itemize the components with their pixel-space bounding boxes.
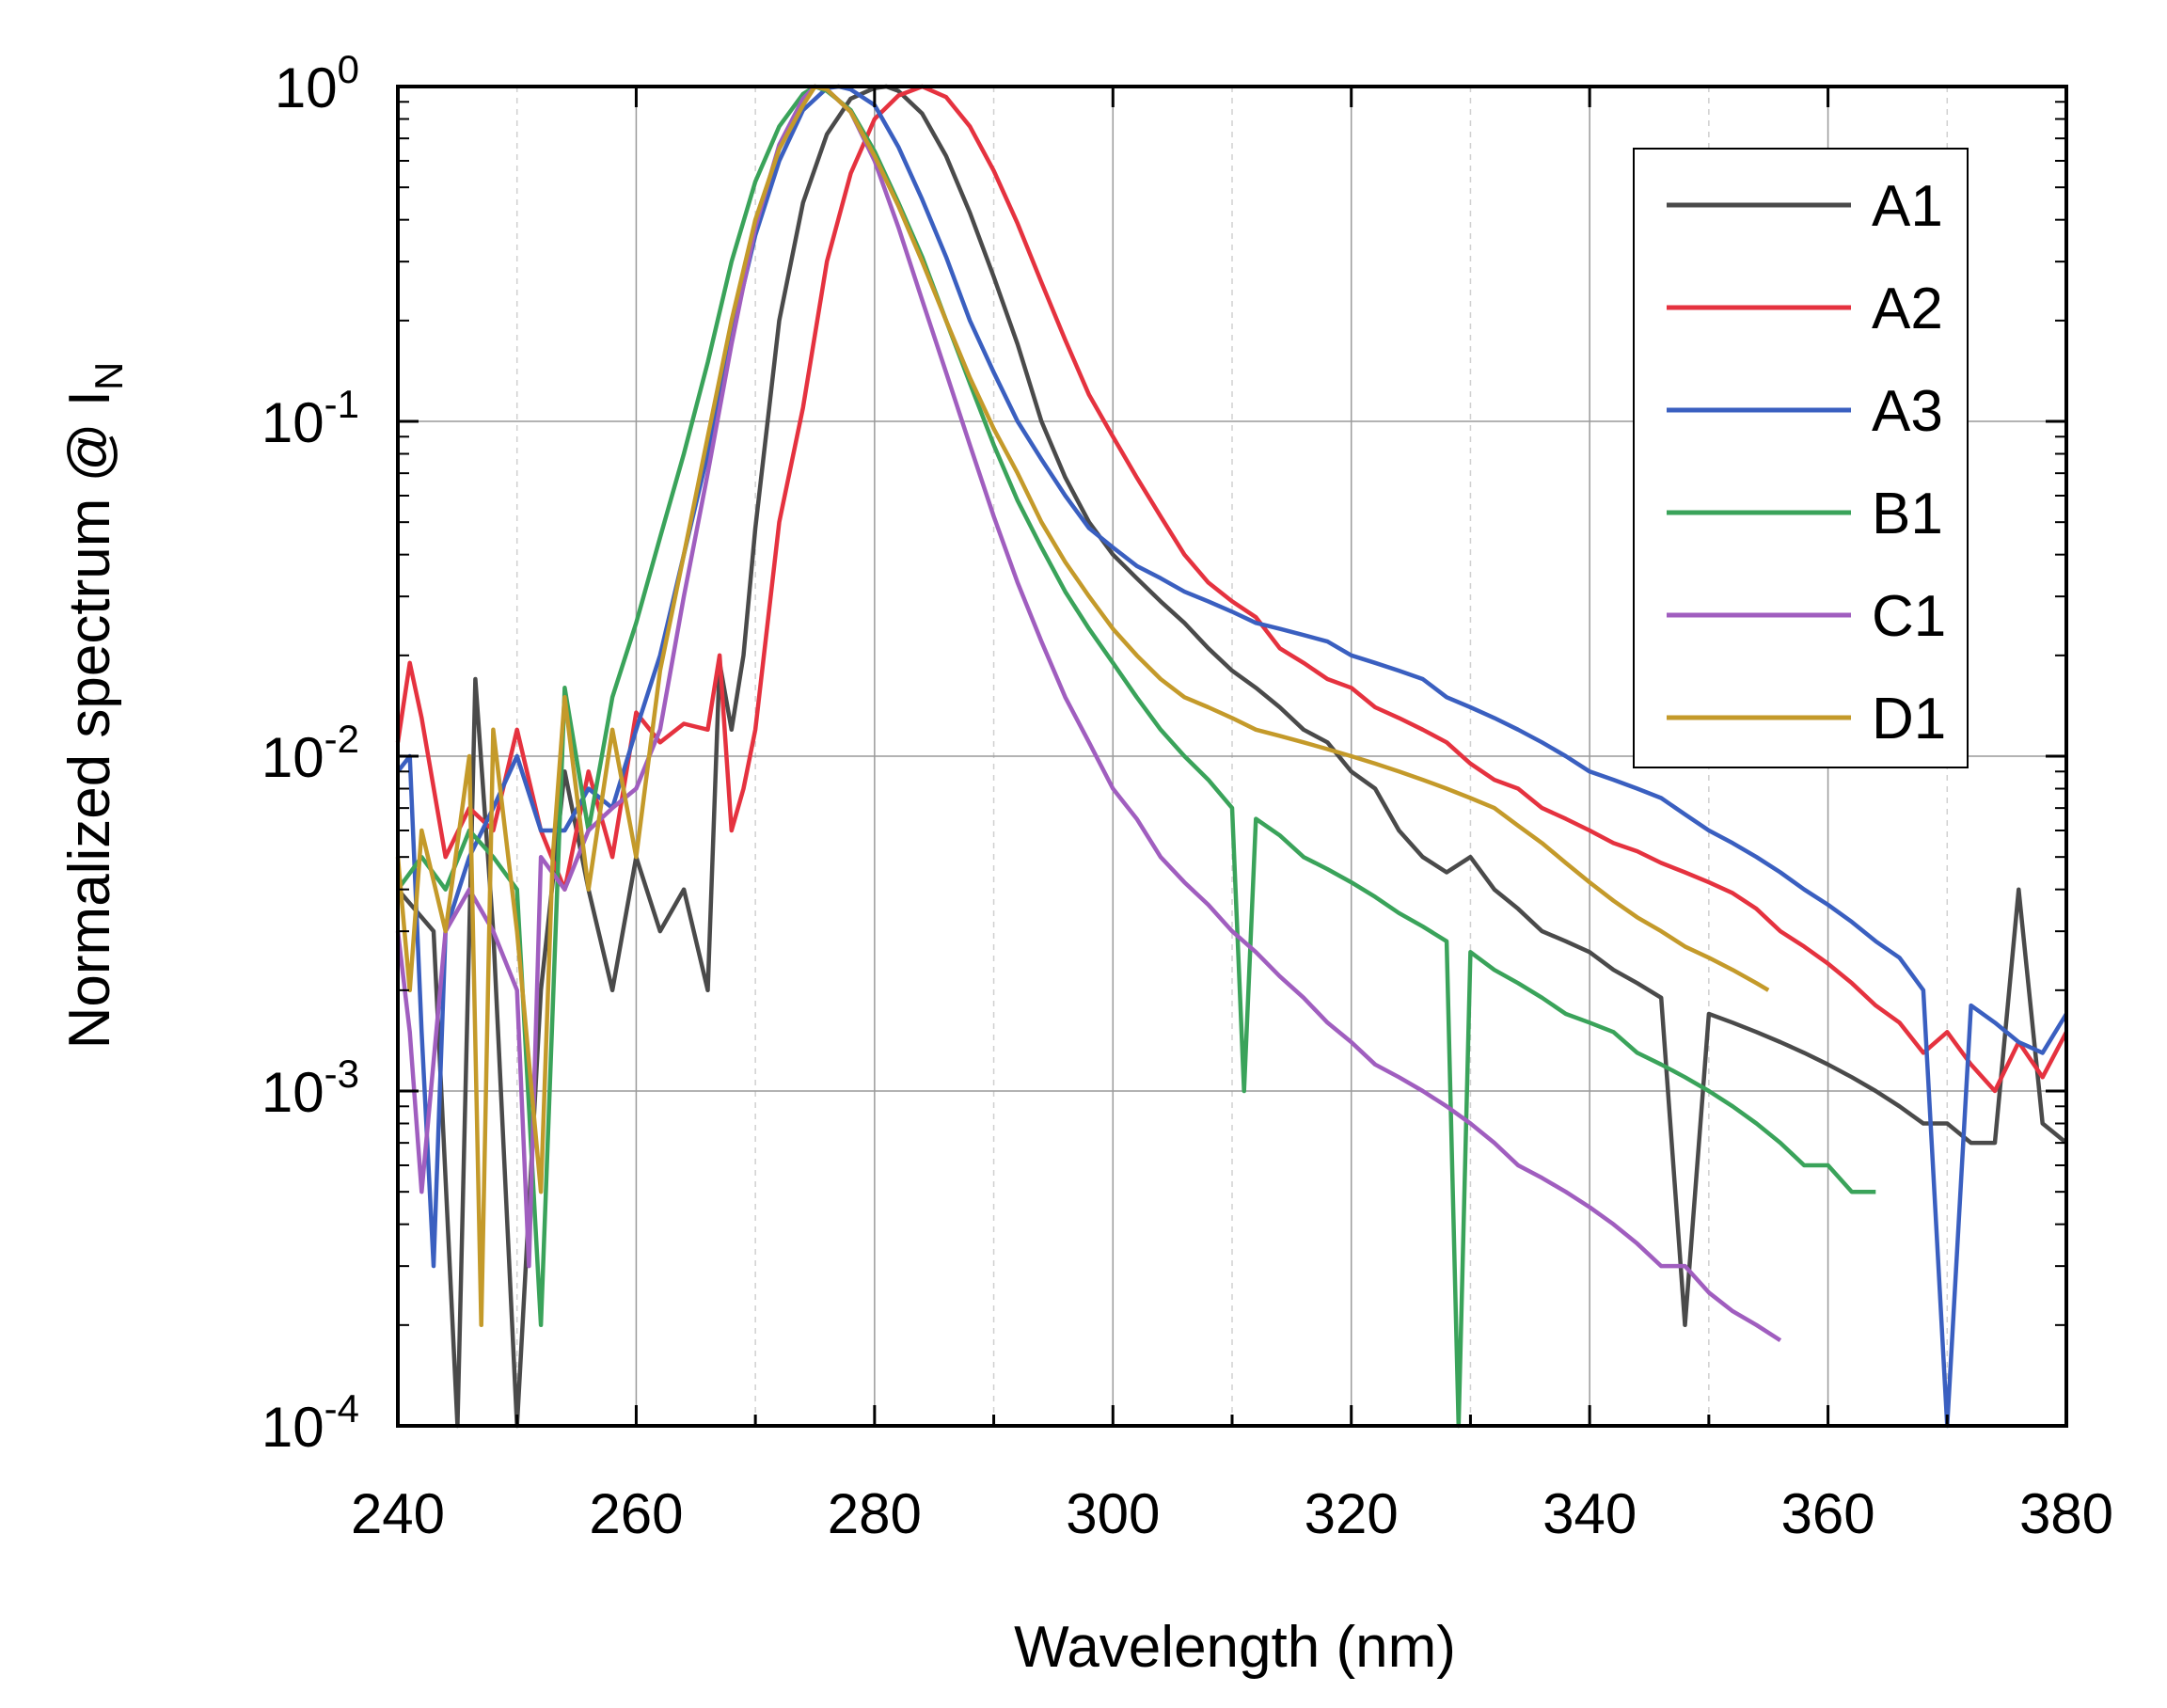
x-tick-label: 300 (1066, 1482, 1160, 1545)
x-tick-label: 240 (351, 1482, 445, 1545)
x-tick-label: 380 (2019, 1482, 2113, 1545)
series-line-a3 (396, 84, 2068, 1429)
x-tick-label: 340 (1542, 1482, 1637, 1545)
legend-label-a1: A1 (1872, 174, 1943, 239)
series-line-c1 (395, 84, 1782, 1342)
y-axis-title-subscript: N (87, 362, 131, 390)
x-tick-label: 360 (1781, 1482, 1875, 1545)
x-tick-label: 260 (589, 1482, 683, 1545)
legend-label-a2: A2 (1872, 277, 1943, 341)
legend-box (1633, 148, 1969, 768)
axis-ticks (396, 85, 2068, 1428)
y-tick-labels: 100 10-1 10-2 10-3 10-4 (261, 47, 359, 1459)
y-tick-label: 10-3 (261, 1052, 359, 1124)
x-tick-label: 280 (828, 1482, 922, 1545)
y-tick-label: 10-2 (261, 717, 359, 789)
y-axis-title: Normalized spectrum @ IN (57, 362, 131, 1050)
legend-label-d1: D1 (1872, 687, 1946, 751)
y-axis-title-main: Normalized spectrum @ I (57, 390, 122, 1049)
x-tick-labels: 240 260 280 300 320 340 360 380 (351, 1482, 2113, 1545)
y-tick-label: 10-1 (261, 382, 359, 454)
series-line-a1 (396, 84, 2068, 1429)
series-line-a2 (395, 84, 2068, 1094)
x-tick-label: 320 (1305, 1482, 1399, 1545)
series-line-b1 (396, 84, 1876, 1429)
y-tick-label: 10-4 (261, 1386, 359, 1459)
x-axis-title: Wavelength (nm) (1014, 1615, 1456, 1680)
series-line-d1 (395, 84, 1770, 1328)
legend-label-b1: B1 (1872, 482, 1943, 546)
legend-label-c1: C1 (1872, 584, 1946, 649)
series-lines (395, 84, 2068, 1429)
legend-label-a3: A3 (1872, 379, 1943, 444)
legend-items: A1 A2 A3 B1 C1 D1 (1667, 174, 1946, 751)
y-tick-label: 100 (275, 47, 359, 119)
legend: A1 A2 A3 B1 C1 D1 (1633, 148, 1969, 768)
